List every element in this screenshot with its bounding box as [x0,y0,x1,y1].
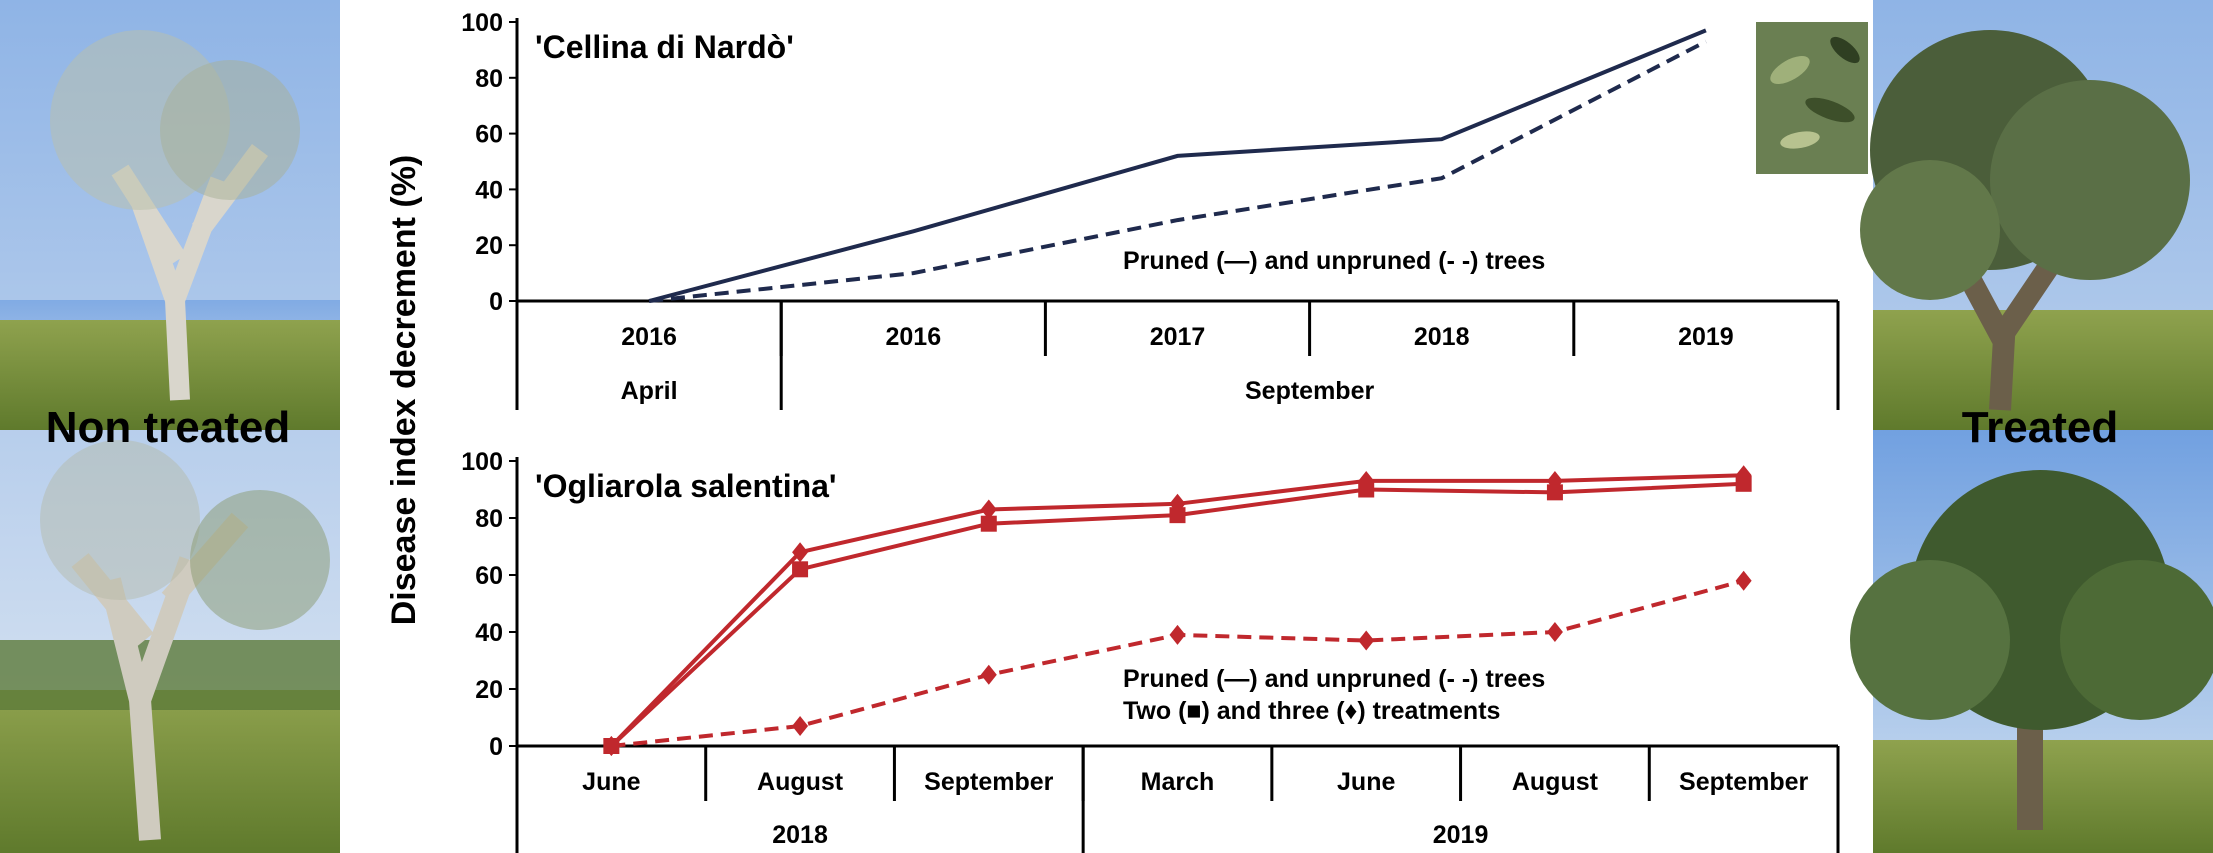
x-group-label: 2018 [772,821,828,849]
y-tick-label: 60 [475,121,503,149]
treated-label: Treated [1962,403,2119,452]
y-tick-label: 100 [461,9,503,37]
treated-photo [1850,0,2213,853]
x-group-label: September [1245,377,1374,405]
square-marker [1358,481,1375,498]
chart-annotation: Pruned (—) and unpruned (- -) trees [1123,247,1545,275]
y-tick-label: 20 [475,232,503,260]
chart-annotation: Pruned (—) and unpruned (- -) trees [1123,665,1545,693]
x-tick-label: September [1679,768,1808,796]
series-line-1 [648,39,1707,303]
y-axis-label: Disease index decrement (%) [385,155,423,626]
y-tick-label: 80 [475,65,503,93]
diamond-marker [1735,570,1752,591]
square-marker [1169,507,1186,524]
diamond-marker [980,664,997,685]
diamond-marker [1546,622,1563,642]
y-tick-label: 100 [461,448,503,476]
y-tick-label: 0 [489,288,503,316]
x-tick-label: 2019 [1678,323,1734,351]
square-marker [792,561,809,578]
non-treated-label: Non treated [46,403,290,452]
x-tick-label: 2016 [621,323,677,351]
x-tick-label: September [924,768,1053,796]
y-tick-label: 40 [475,619,503,647]
x-group-label: 2019 [1433,821,1489,849]
leaf-inset-photo [1756,22,1868,174]
diamond-marker [603,736,620,756]
y-tick-label: 80 [475,505,503,533]
chart-title: 'Ogliarola salentina' [535,468,837,504]
x-tick-label: March [1141,768,1215,796]
series-line-0 [648,28,1707,303]
chart-cellina: 0 20 40 60 80 100 2016 2016 2017 2018 2019 April Sep… [461,9,1840,410]
x-group-label: April [621,377,678,405]
square-marker [1735,475,1752,492]
chart-title: 'Cellina di Nardò' [535,29,794,65]
x-tick-label: 2016 [885,323,941,351]
diamond-marker [980,499,997,520]
y-tick-label: 20 [475,676,503,704]
diamond-marker [792,542,809,563]
non-treated-photo [0,0,340,853]
x-tick-label: 2017 [1150,323,1206,351]
y-tick-label: 60 [475,562,503,590]
x-tick-label: June [582,768,640,796]
y-tick-label: 40 [475,176,503,204]
square-marker [1546,484,1563,501]
x-tick-label: August [1512,768,1599,796]
x-tick-label: August [757,768,844,796]
diamond-marker [1169,624,1186,645]
square-marker [980,515,997,532]
diamond-marker [1358,630,1375,651]
y-tick-label: 0 [489,733,503,761]
x-tick-label: June [1337,768,1395,796]
chart-ogliarola: 0 20 40 60 80 100 June August September March June… [461,448,1840,853]
diamond-marker [792,716,809,737]
x-tick-label: 2018 [1414,323,1470,351]
chart-annotation: Two (■) and three (♦) treatments [1123,697,1500,725]
